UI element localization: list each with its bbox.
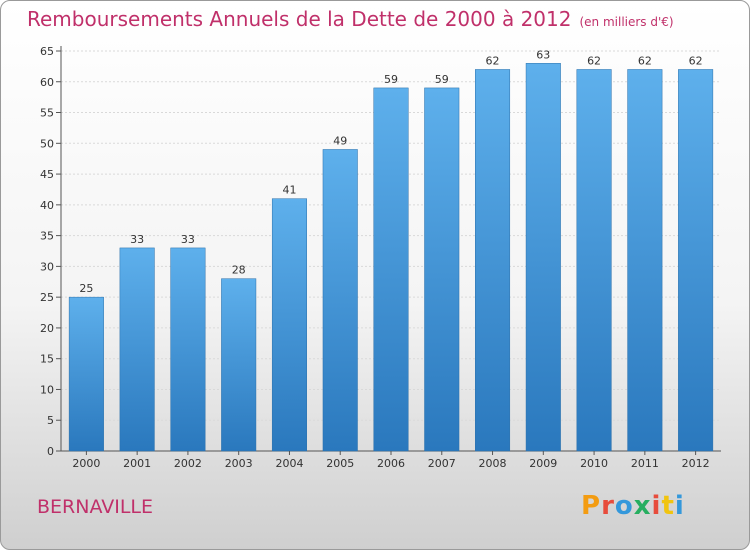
data-label-2003: 28 xyxy=(232,264,246,277)
commune-name: BERNAVILLE xyxy=(37,496,154,518)
data-label-2004: 41 xyxy=(282,184,296,197)
data-label-2001: 33 xyxy=(130,233,144,246)
data-label-2005: 49 xyxy=(333,134,347,147)
x-tick-label: 2005 xyxy=(326,457,354,470)
logo-letter: i xyxy=(674,491,685,521)
x-tick-label: 2000 xyxy=(72,457,100,470)
logo-letter: t xyxy=(661,491,675,521)
bar-2010 xyxy=(576,69,612,452)
x-tick-label: 2002 xyxy=(174,457,202,470)
x-tick-label: 2006 xyxy=(377,457,405,470)
data-label-2006: 59 xyxy=(384,73,398,86)
logo-letter: o xyxy=(614,491,634,521)
y-tick-label: 25 xyxy=(40,291,54,304)
bar-2008 xyxy=(475,69,511,452)
y-tick-label: 5 xyxy=(47,414,54,427)
logo-letter: i xyxy=(651,491,662,521)
data-label-2000: 25 xyxy=(79,282,93,295)
data-label-2008: 62 xyxy=(486,54,500,67)
data-labels: 25 33 33 28 41 49 59 59 62 63 62 62 62 xyxy=(79,48,702,295)
x-tick-label: 2012 xyxy=(682,457,710,470)
y-tick-label: 15 xyxy=(40,353,54,366)
x-tick-label: 2009 xyxy=(529,457,557,470)
bar-2001 xyxy=(119,247,155,452)
data-label-2002: 33 xyxy=(181,233,195,246)
y-tick-label: 40 xyxy=(40,199,54,212)
data-label-2010: 62 xyxy=(587,54,601,67)
y-tick-label: 0 xyxy=(47,445,54,458)
bar-2011 xyxy=(627,69,663,452)
title-unit: (en milliers d'€) xyxy=(579,15,674,29)
x-tick-label: 2001 xyxy=(123,457,151,470)
bar-2005 xyxy=(322,149,358,452)
logo-letter: P xyxy=(581,491,602,521)
x-tick-label: 2011 xyxy=(631,457,659,470)
chart-title: Remboursements Annuels de la Dette de 20… xyxy=(27,7,674,31)
y-tick-label: 45 xyxy=(40,168,54,181)
y-tick-label: 55 xyxy=(40,107,54,120)
title-text: Remboursements Annuels de la Dette de 20… xyxy=(27,7,572,31)
bar-2012 xyxy=(678,69,714,452)
proxiti-logo: Proxiti xyxy=(581,491,685,521)
y-tick-label: 50 xyxy=(40,137,54,150)
x-tick-label: 2010 xyxy=(580,457,608,470)
y-tick-label: 10 xyxy=(40,383,54,396)
y-tick-label: 20 xyxy=(40,322,54,335)
y-axis-ticks: 0 5 10 15 20 25 30 35 40 45 50 55 60 65 xyxy=(40,45,61,458)
bars xyxy=(68,63,714,452)
bar-2002 xyxy=(170,247,206,452)
data-label-2012: 62 xyxy=(689,54,703,67)
bar-2003 xyxy=(221,278,257,452)
x-tick-label: 2003 xyxy=(225,457,253,470)
y-tick-label: 60 xyxy=(40,76,54,89)
bar-2004 xyxy=(271,198,307,452)
y-tick-label: 30 xyxy=(40,260,54,273)
logo-letter: x xyxy=(633,491,652,521)
data-label-2007: 59 xyxy=(435,73,449,86)
bar-2000 xyxy=(68,296,104,452)
x-tick-label: 2004 xyxy=(275,457,303,470)
y-tick-label: 65 xyxy=(40,45,54,58)
y-tick-label: 35 xyxy=(40,230,54,243)
bar-2006 xyxy=(373,87,409,452)
bar-2009 xyxy=(525,63,561,452)
logo-letter: r xyxy=(601,491,615,521)
data-label-2009: 63 xyxy=(536,48,550,61)
x-tick-label: 2007 xyxy=(428,457,456,470)
bar-2007 xyxy=(424,87,460,452)
x-axis-ticks: 2000 2001 2002 2003 2004 2005 2006 2007 2008 2009… xyxy=(72,451,710,470)
x-tick-label: 2008 xyxy=(479,457,507,470)
data-label-2011: 62 xyxy=(638,54,652,67)
